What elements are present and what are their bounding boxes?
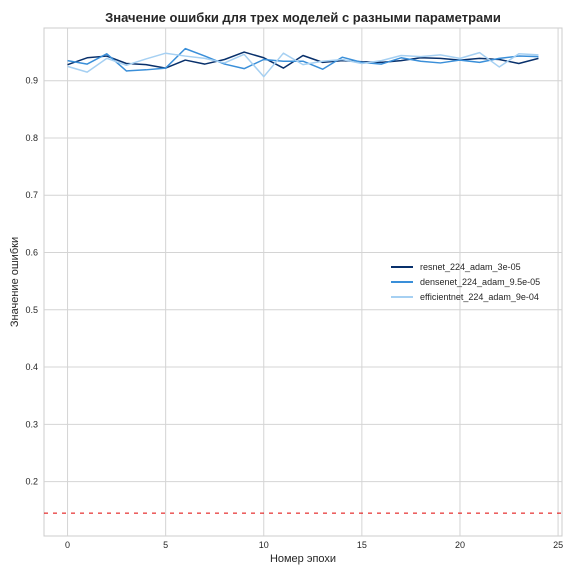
legend-label-2: densenet_224_adam_9.5e-05 — [420, 277, 540, 287]
y-tick-label: 0.6 — [25, 248, 38, 258]
plot-area — [43, 27, 563, 537]
legend: resnet_224_adam_3e-05 densenet_224_adam_9… — [391, 262, 540, 302]
series-line-3 — [67, 51, 539, 78]
y-axis-label: Значение ошибки — [9, 237, 21, 327]
y-tick-label: 0.7 — [25, 190, 38, 200]
legend-label-1: resnet_224_adam_3e-05 — [420, 262, 521, 272]
y-tick-label: 0.3 — [25, 419, 38, 429]
series-line-2 — [67, 47, 539, 72]
x-tick-label: 10 — [259, 540, 269, 550]
y-tick-label: 0.9 — [25, 76, 38, 86]
x-tick-label: 5 — [163, 540, 168, 550]
chart-title: Значение ошибки для трех моделей с разны… — [105, 10, 501, 25]
y-tick-labels: 0.2 0.3 0.4 0.5 0.6 0.7 0.8 0.9 — [25, 76, 38, 487]
y-tick-label: 0.4 — [25, 362, 38, 372]
x-axis-label: Номер эпохи — [270, 553, 336, 565]
x-tick-label: 0 — [65, 540, 70, 550]
y-tick-label: 0.2 — [25, 477, 38, 487]
legend-label-3: efficientnet_224_adam_9e-04 — [420, 292, 539, 302]
grid-lines — [44, 28, 562, 536]
x-tick-label: 20 — [455, 540, 465, 550]
x-tick-label: 25 — [553, 540, 563, 550]
y-tick-label: 0.5 — [25, 305, 38, 315]
x-tick-labels: 0 5 10 15 20 25 — [65, 540, 563, 550]
series-lines — [67, 47, 539, 78]
y-tick-label: 0.8 — [25, 133, 38, 143]
x-tick-label: 15 — [357, 540, 367, 550]
